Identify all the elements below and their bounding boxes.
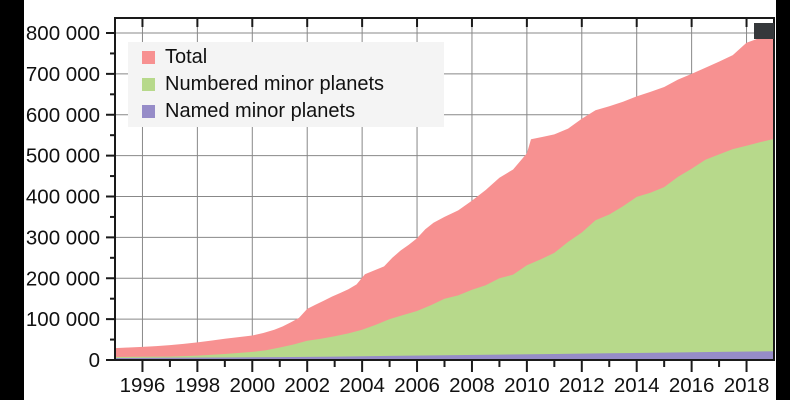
y-axis-label: 600 000	[26, 104, 100, 127]
x-axis-label: 2006	[394, 374, 440, 397]
y-axis-label: 700 000	[26, 63, 100, 86]
area-named-minor-planets	[115, 351, 774, 360]
x-axis-label: 2016	[669, 374, 715, 397]
legend-label-named-minor-planets: Named minor planets	[165, 100, 356, 122]
x-axis-label: 2008	[449, 374, 495, 397]
legend-swatch-total	[142, 51, 155, 64]
y-axis-label: 0	[89, 349, 100, 372]
x-axis-label: 2014	[614, 374, 660, 397]
x-axis-label: 2002	[284, 374, 330, 397]
chart-legend: Total Numbered minor planets Named minor p…	[128, 42, 444, 127]
area-numbered-minor-planets	[115, 138, 774, 360]
legend-label-total: Total	[165, 46, 208, 68]
x-axis-label: 2018	[724, 374, 770, 397]
x-axis-label: 2004	[339, 374, 385, 397]
x-axis-label: 1998	[175, 374, 221, 397]
y-axis-label: 200 000	[26, 267, 100, 290]
viewer-artifact	[754, 23, 774, 39]
x-axis-label: 2000	[229, 374, 275, 397]
y-axis-label: 100 000	[26, 308, 100, 331]
legend-item-numbered-minor-planets: Numbered minor planets	[128, 73, 444, 96]
legend-swatch-numbered-minor-planets	[142, 78, 155, 91]
y-axis-label: 400 000	[26, 186, 100, 209]
legend-item-named-minor-planets: Named minor planets	[128, 100, 444, 123]
y-axis-label: 500 000	[26, 145, 100, 168]
y-axis-label: 800 000	[26, 22, 100, 45]
legend-label-numbered-minor-planets: Numbered minor planets	[165, 73, 384, 95]
legend-item-total: Total	[128, 46, 444, 69]
y-axis-label: 300 000	[26, 226, 100, 249]
x-axis-label: 2012	[559, 374, 605, 397]
x-axis-label: 1996	[120, 374, 166, 397]
x-axis-label: 2010	[504, 374, 550, 397]
legend-swatch-named-minor-planets	[142, 105, 155, 118]
